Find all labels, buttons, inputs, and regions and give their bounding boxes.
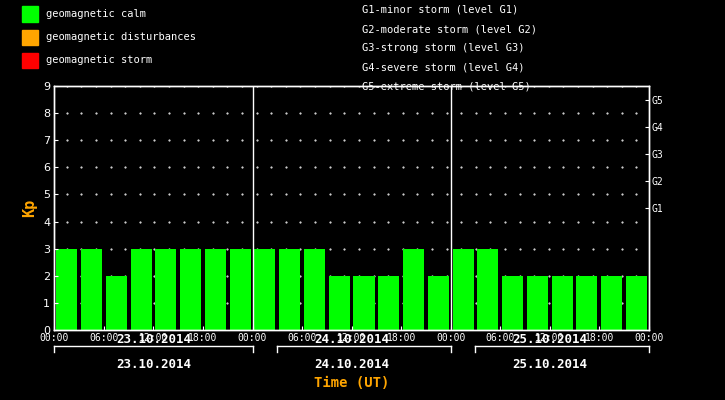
Bar (477, 249, 498, 330)
Bar (57, 249, 78, 330)
Bar (130, 249, 152, 330)
Bar (552, 276, 573, 330)
Bar (601, 276, 622, 330)
Text: 23.10.2014: 23.10.2014 (116, 358, 191, 371)
Bar (354, 276, 375, 330)
Bar (576, 276, 597, 330)
Bar (403, 249, 424, 330)
Text: G5-extreme storm (level G5): G5-extreme storm (level G5) (362, 82, 531, 92)
Bar (304, 249, 325, 330)
Bar (180, 249, 201, 330)
Text: G1-minor storm (level G1): G1-minor storm (level G1) (362, 5, 519, 15)
Bar (428, 276, 449, 330)
Text: 24.10.2014: 24.10.2014 (314, 333, 389, 346)
Y-axis label: Kp: Kp (22, 199, 38, 217)
Bar (279, 249, 300, 330)
Bar (527, 276, 548, 330)
Bar (205, 249, 226, 330)
Bar (452, 249, 473, 330)
Text: 23.10.2014: 23.10.2014 (116, 333, 191, 346)
Bar (81, 249, 102, 330)
Bar (230, 249, 251, 330)
Text: Time (UT): Time (UT) (314, 376, 389, 390)
Bar (155, 249, 176, 330)
Bar (106, 276, 127, 330)
Bar (254, 249, 276, 330)
Bar (378, 276, 399, 330)
Text: 24.10.2014: 24.10.2014 (314, 358, 389, 371)
Text: 25.10.2014: 25.10.2014 (513, 358, 587, 371)
Text: G3-strong storm (level G3): G3-strong storm (level G3) (362, 43, 525, 53)
Text: 25.10.2014: 25.10.2014 (513, 333, 587, 346)
Bar (328, 276, 349, 330)
Bar (626, 276, 647, 330)
Text: G2-moderate storm (level G2): G2-moderate storm (level G2) (362, 24, 537, 34)
Bar (502, 276, 523, 330)
Text: geomagnetic calm: geomagnetic calm (46, 9, 146, 19)
Text: geomagnetic disturbances: geomagnetic disturbances (46, 32, 196, 42)
Text: geomagnetic storm: geomagnetic storm (46, 56, 153, 66)
Text: G4-severe storm (level G4): G4-severe storm (level G4) (362, 63, 525, 73)
